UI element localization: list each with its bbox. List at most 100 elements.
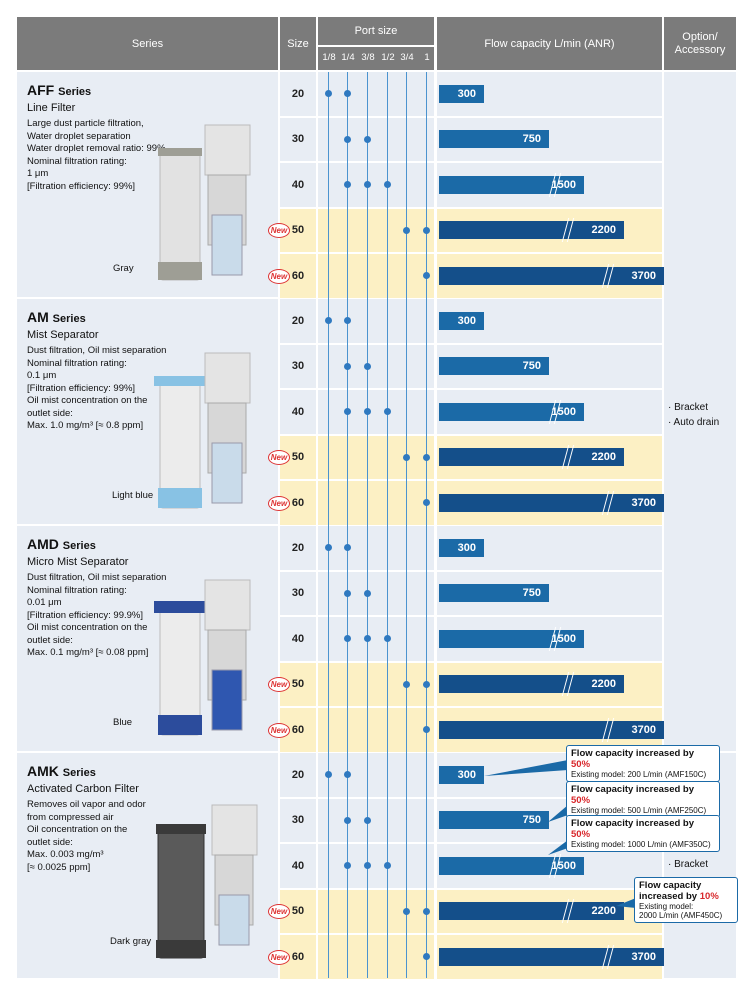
color-label: Dark gray: [110, 936, 152, 947]
port-dot: [423, 726, 430, 734]
port-dot: [423, 499, 430, 507]
series-title: AM Series: [27, 309, 86, 325]
flow-bar: 1500: [439, 402, 584, 421]
port-header-2: 3/8: [361, 52, 375, 63]
series-description: Removes oil vapor and odor from compresse…: [27, 799, 177, 874]
description-line: 1 μm: [27, 168, 49, 179]
flow-value: 3700: [631, 496, 656, 509]
color-label: Gray: [113, 263, 134, 274]
new-badge: New: [268, 904, 290, 920]
port-dot: [344, 362, 351, 370]
flow-value: 750: [522, 587, 541, 600]
flow-value: 2200: [591, 905, 616, 918]
description-line: 0.1 μm: [27, 370, 57, 381]
port-dot: [364, 816, 371, 824]
color-label: Blue: [113, 717, 133, 728]
flow-bar: 2200: [439, 902, 624, 921]
new-badge: New: [268, 223, 290, 239]
description-line: Removes oil vapor and odor: [27, 799, 146, 810]
flow-bar: 300: [439, 311, 484, 330]
description-line: Water droplet separation: [27, 130, 131, 142]
amk-product-image: [156, 804, 258, 959]
flow-value: 750: [522, 133, 541, 146]
port-cell: [318, 844, 434, 888]
option-block-main: [664, 72, 736, 751]
port-cell: [318, 163, 434, 207]
size-cell: 20: [280, 526, 316, 570]
aff-product-image: [158, 124, 251, 281]
callout-head-2: increased by: [639, 891, 700, 902]
option-bracket-amk: · Bracket: [668, 859, 709, 870]
flow-value: 2200: [591, 224, 616, 237]
series-description: Dust filtration, Oil mist separation Nomi…: [27, 345, 177, 433]
flow-value: 750: [522, 814, 541, 827]
callout-head: Flow capacity increased by: [571, 818, 695, 829]
port-line-5: [426, 72, 427, 978]
callout-sub: Existing model: 1000 L/min (AMF350C): [571, 840, 711, 849]
series-subtitle: Line Filter: [27, 102, 76, 114]
port-dot: [344, 408, 351, 416]
port-line-0: [328, 72, 329, 978]
new-badge: New: [268, 722, 290, 738]
port-header-3: 1/2: [381, 52, 395, 63]
option-list-amk: · Bracket: [668, 859, 708, 870]
callout-pct: 10: [699, 891, 711, 902]
size-cell: 30: [280, 798, 316, 842]
callout-amk-20: Flow capacity increased by 50% Existing …: [566, 745, 720, 782]
flow-bar: 3700: [439, 720, 664, 739]
am-product-image: [154, 352, 251, 509]
port-dot: [384, 408, 391, 416]
description-line: Nominal filtration rating:: [27, 357, 127, 369]
port-cell: [318, 798, 434, 842]
flow-value: 300: [457, 314, 476, 327]
flow-value: 1500: [551, 632, 576, 645]
port-header-4: 3/4: [400, 52, 414, 63]
flow-value: 750: [522, 360, 541, 373]
callout-amk-50: Flow capacity increased by 10% Existing …: [634, 877, 738, 923]
flow-value: 3700: [631, 723, 656, 736]
size-cell: 50: [280, 435, 316, 479]
port-cell: [318, 662, 434, 706]
port-dot: [364, 635, 371, 643]
description-line: [≈ 0.0025 ppm]: [27, 861, 91, 873]
port-dot: [384, 862, 391, 870]
callout-sub: Existing model: 500 L/min (AMF250C): [571, 806, 707, 815]
series-name: AM: [27, 309, 49, 325]
flow-bar: 750: [439, 811, 549, 830]
port-cell: [318, 254, 434, 298]
port-dot: [344, 589, 351, 597]
description-line: [Filtration efficiency: 99%]: [27, 382, 136, 394]
flow-bar: 2200: [439, 221, 624, 240]
new-badge: New: [268, 677, 290, 693]
port-dot: [344, 135, 351, 143]
port-dot: [325, 771, 332, 779]
new-badge: New: [268, 450, 290, 466]
series-name: AMD: [27, 536, 59, 552]
port-cell: [318, 753, 434, 797]
flow-bar: 300: [439, 538, 484, 557]
new-badge: New: [268, 949, 290, 965]
description-line: [Filtration efficiency: 99%]: [27, 180, 136, 192]
port-dot: [364, 862, 371, 870]
port-dot: [344, 771, 351, 779]
series-description: Dust filtration, Oil mist separation Nomi…: [27, 572, 177, 660]
port-cell: [318, 390, 434, 434]
header-size-label: Size: [287, 37, 309, 50]
flow-bar: 3700: [439, 493, 664, 512]
flow-value: 1500: [551, 859, 576, 872]
flow-value: 3700: [631, 269, 656, 282]
port-dot: [344, 317, 351, 325]
header-port-values: 1/8 1/4 3/8 1/2 3/4 1: [318, 47, 434, 70]
port-dot: [364, 408, 371, 416]
description-line: outlet side:: [27, 407, 73, 419]
series-title: AFF Series: [27, 82, 91, 98]
port-dot: [403, 907, 410, 915]
flow-value: 3700: [631, 950, 656, 963]
header-option-label: Option/ Accessory: [674, 30, 726, 56]
description-line: Dust filtration, Oil mist separation: [27, 345, 167, 356]
port-header-0: 1/8: [322, 52, 336, 63]
callout-unit: %: [581, 795, 591, 806]
flow-bar: 750: [439, 584, 549, 603]
description-line: 0.01 μm: [27, 597, 62, 608]
callout-pct: 50: [571, 795, 582, 806]
